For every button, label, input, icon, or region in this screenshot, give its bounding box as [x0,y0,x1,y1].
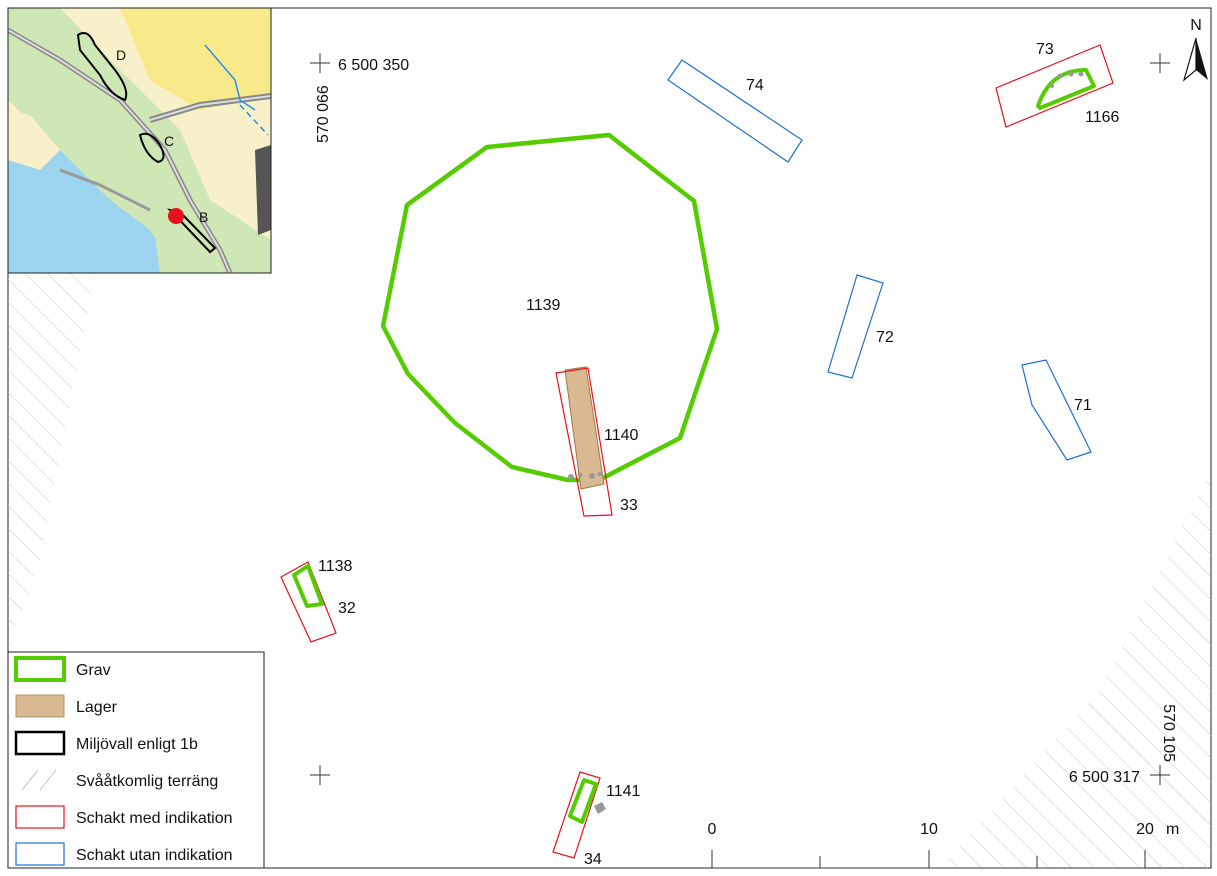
legend-utan-indikation: Schakt utan indikation [76,847,233,864]
trench-32 [280,561,337,643]
layer-swatch [15,694,65,718]
scale-tick-20: 20 [1136,821,1154,838]
label-34: 34 [584,851,602,868]
grave-1138 [292,564,324,608]
label-1141: 1141 [606,783,641,800]
legend-miljovall: Miljövall enligt 1b [76,736,198,753]
inset-label-b: B [199,209,208,225]
trench-33 [555,367,613,517]
legend-lager: Lager [76,699,118,716]
trench-34 [552,771,601,859]
legend: Grav Lager Miljövall enligt 1b Svååtkoml… [7,651,265,869]
blue-trench-swatch [15,842,65,866]
label-74: 74 [746,77,764,94]
red-trench-swatch [15,805,65,829]
inset-map: D C B [8,8,271,273]
inset-label-c: C [164,133,174,149]
stones-1140 [568,471,603,480]
trench-72 [827,274,884,379]
grave-1139 [380,132,720,483]
stone-1141 [594,802,606,814]
label-1138: 1138 [318,558,353,575]
rampart-swatch [14,730,66,756]
scale-unit: m [1166,821,1179,838]
label-72: 72 [876,329,894,346]
coord-east-bottom: 570 105 [1160,704,1177,762]
label-1166: 1166 [1085,109,1120,126]
grave-1141 [568,778,598,824]
hatch-swatch [21,769,57,791]
label-32: 32 [338,600,356,617]
coord-north-top: 6 500 350 [338,57,409,74]
north-label: N [1190,17,1202,34]
trenches-without-indication [667,59,1092,461]
coord-east-top: 570 066 [315,85,332,143]
legend-med-indikation: Schakt med indikation [76,810,233,827]
scale-bar [711,850,1146,869]
rough-terrain-west [8,273,95,650]
trench-73 [995,44,1114,128]
label-1140: 1140 [604,427,639,444]
rough-terrain-east [940,470,1211,868]
label-1139: 1139 [526,297,561,314]
trench-74 [667,59,803,163]
grave-1166 [1036,68,1096,110]
legend-grav: Grav [76,662,111,679]
layer-1140 [564,366,605,490]
label-73: 73 [1036,41,1054,58]
stones-1166 [1050,71,1084,88]
label-33: 33 [620,497,638,514]
label-71: 71 [1074,397,1092,414]
legend-terrang: Svååtkomlig terräng [76,772,218,790]
grave-swatch [14,656,66,682]
north-arrow-icon: N [1182,17,1208,82]
coord-north-bottom: 6 500 317 [1069,769,1140,786]
trench-71 [1021,359,1092,461]
inset-frame [7,7,272,274]
inset-label-d: D [116,47,126,63]
scale-tick-10: 10 [920,821,938,838]
scale-tick-0: 0 [708,821,717,838]
coordinate-crosses [310,53,1170,785]
